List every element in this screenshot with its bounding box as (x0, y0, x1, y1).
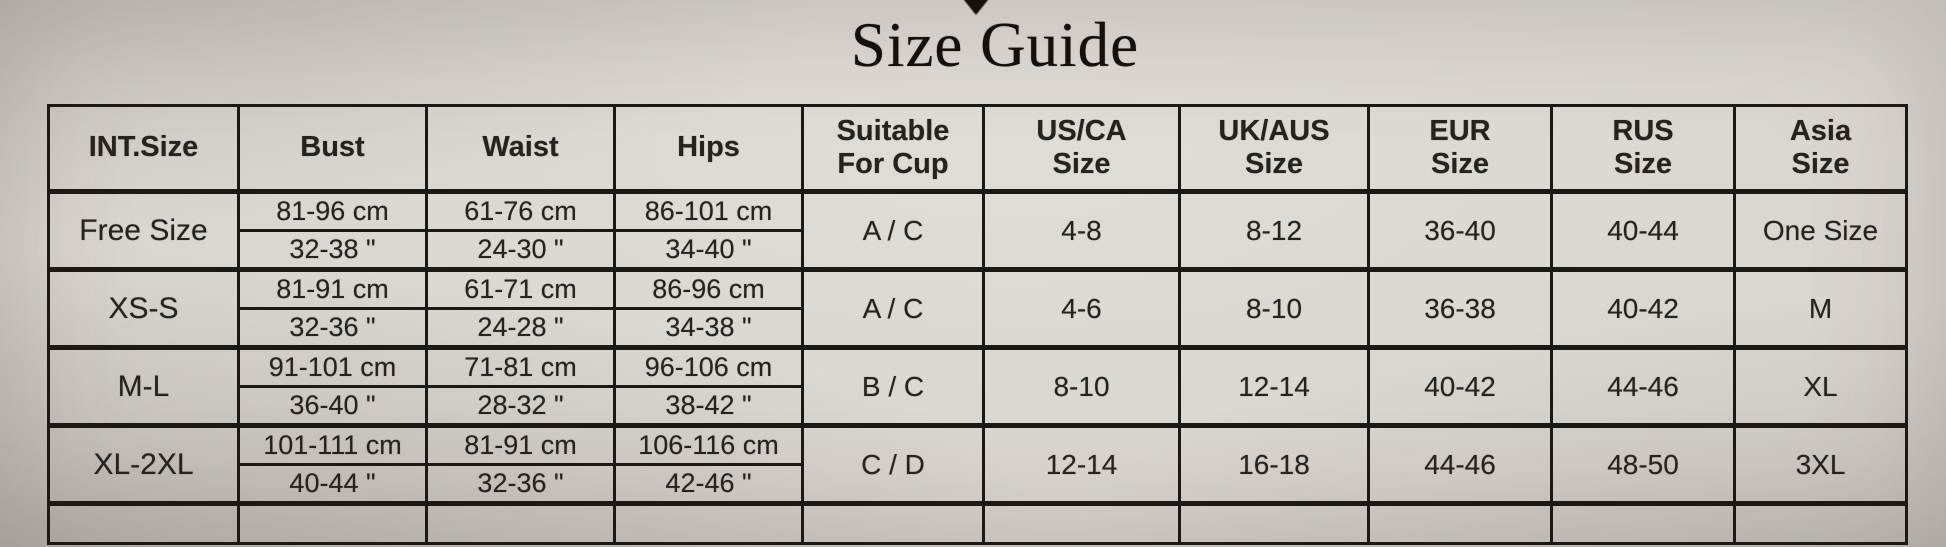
rus-cell: 40-44 (1550, 189, 1736, 271)
bust-in-cell: 40-44 " (237, 463, 428, 505)
arrow-down-icon (956, 0, 996, 15)
page-title: Size Guide (850, 10, 1140, 80)
column-header-eur: EUR Size (1367, 104, 1553, 194)
hips-in-cell: 34-38 " (613, 307, 804, 349)
bust-cm-cell: 81-91 cm (237, 267, 428, 310)
rus-cell: 48-50 (1550, 423, 1736, 505)
table-row: XL-2XL 101-111 cm 81-91 cm 106-116 cm C … (47, 423, 1908, 505)
bust-cm-cell: 81-96 cm (237, 189, 428, 232)
uk-aus-cell: 16-18 (1178, 423, 1370, 505)
partial-row-cell (47, 501, 240, 545)
bust-in-cell: 32-38 " (237, 229, 428, 271)
eur-cell: 44-46 (1367, 423, 1553, 505)
hips-cm-cell: 96-106 cm (613, 345, 804, 388)
int-size-cell: Free Size (47, 189, 240, 271)
column-header-us-ca: US/CA Size (982, 104, 1181, 194)
hips-cm-cell: 106-116 cm (613, 423, 804, 466)
header-row: INT.Size Bust Waist Hips Suitable For Cu… (47, 104, 1908, 194)
asia-cell: XL (1733, 345, 1908, 427)
partial-row-cell (425, 501, 616, 545)
us-ca-cell: 4-8 (982, 189, 1181, 271)
us-ca-cell: 12-14 (982, 423, 1181, 505)
cup-cell: A / C (801, 189, 985, 271)
size-guide-table: INT.Size Bust Waist Hips Suitable For Cu… (47, 104, 1908, 545)
column-header-asia: Asia Size (1733, 104, 1908, 194)
eur-cell: 40-42 (1367, 345, 1553, 427)
bust-cm-cell: 101-111 cm (237, 423, 428, 466)
waist-cm-cell: 61-71 cm (425, 267, 616, 310)
column-header-int-size: INT.Size (47, 104, 240, 194)
partial-row-cell (613, 501, 804, 545)
table-row: XS-S 81-91 cm 61-71 cm 86-96 cm A / C 4-… (47, 267, 1908, 349)
waist-cm-cell: 71-81 cm (425, 345, 616, 388)
partial-row-cell (982, 501, 1181, 545)
partial-row (47, 501, 1908, 545)
waist-in-cell: 24-28 " (425, 307, 616, 349)
waist-in-cell: 32-36 " (425, 463, 616, 505)
bust-in-cell: 32-36 " (237, 307, 428, 349)
waist-cm-cell: 81-91 cm (425, 423, 616, 466)
eur-cell: 36-40 (1367, 189, 1553, 271)
table-subrow: 36-40 " 28-32 " 38-42 " (49, 385, 1907, 427)
us-ca-cell: 4-6 (982, 267, 1181, 349)
rus-cell: 40-42 (1550, 267, 1736, 349)
table-subrow: 32-38 " 24-30 " 34-40 " (49, 229, 1907, 271)
bust-in-cell: 36-40 " (237, 385, 428, 427)
asia-cell: M (1733, 267, 1908, 349)
us-ca-cell: 8-10 (982, 345, 1181, 427)
column-header-uk-aus: UK/AUS Size (1178, 104, 1370, 194)
partial-row-cell (1367, 501, 1553, 545)
rus-cell: 44-46 (1550, 345, 1736, 427)
hips-cm-cell: 86-96 cm (613, 267, 804, 310)
hips-in-cell: 42-46 " (613, 463, 804, 505)
waist-cm-cell: 61-76 cm (425, 189, 616, 232)
int-size-cell: XS-S (47, 267, 240, 349)
uk-aus-cell: 12-14 (1178, 345, 1370, 427)
column-header-waist: Waist (425, 104, 616, 194)
cup-cell: B / C (801, 345, 985, 427)
bust-cm-cell: 91-101 cm (237, 345, 428, 388)
table-subrow: 40-44 " 32-36 " 42-46 " (49, 463, 1907, 505)
cup-cell: C / D (801, 423, 985, 505)
column-header-cup: Suitable For Cup (801, 104, 985, 194)
int-size-cell: XL-2XL (47, 423, 240, 505)
waist-in-cell: 28-32 " (425, 385, 616, 427)
uk-aus-cell: 8-10 (1178, 267, 1370, 349)
waist-in-cell: 24-30 " (425, 229, 616, 271)
hips-cm-cell: 86-101 cm (613, 189, 804, 232)
asia-cell: 3XL (1733, 423, 1908, 505)
eur-cell: 36-38 (1367, 267, 1553, 349)
partial-row-cell (1178, 501, 1370, 545)
cup-cell: A / C (801, 267, 985, 349)
column-header-hips: Hips (613, 104, 804, 194)
partial-row-cell (237, 501, 428, 545)
int-size-cell: M-L (47, 345, 240, 427)
asia-cell: One Size (1733, 189, 1908, 271)
hips-in-cell: 38-42 " (613, 385, 804, 427)
partial-row-cell (801, 501, 985, 545)
table-row: Free Size 81-96 cm 61-76 cm 86-101 cm A … (47, 189, 1908, 271)
uk-aus-cell: 8-12 (1178, 189, 1370, 271)
partial-row-cell (1550, 501, 1736, 545)
column-header-bust: Bust (237, 104, 428, 194)
partial-row-cell (1733, 501, 1908, 545)
column-header-rus: RUS Size (1550, 104, 1736, 194)
table-subrow: 32-36 " 24-28 " 34-38 " (49, 307, 1907, 349)
table-row: M-L 91-101 cm 71-81 cm 96-106 cm B / C 8… (47, 345, 1908, 427)
hips-in-cell: 34-40 " (613, 229, 804, 271)
